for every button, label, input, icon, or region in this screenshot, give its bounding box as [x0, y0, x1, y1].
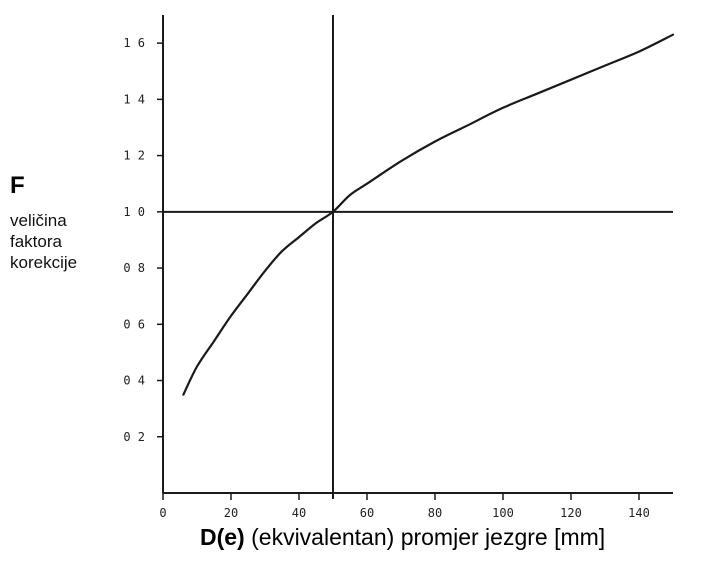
correction-factor-curve — [182, 33, 675, 396]
y-axis-desc-line: veličina — [10, 211, 67, 230]
x-tick-label: 60 — [360, 506, 374, 520]
x-tick-label: 80 — [428, 506, 442, 520]
y-axis-desc-line: faktora — [10, 232, 62, 251]
x-tick-label: 0 — [159, 506, 166, 520]
x-axis-label: D(e) (ekvivalentan) promjer jezgre [mm] — [200, 524, 605, 551]
x-tick-label: 140 — [628, 506, 650, 520]
y-axis-desc-line: korekcije — [10, 253, 78, 272]
reference-lines — [163, 15, 673, 499]
y-tick-label: 0 2 — [123, 430, 145, 444]
x-axis-text: (ekvivalentan) promjer jezgre [mm] — [244, 524, 606, 550]
y-tick-label: 1 2 — [123, 149, 145, 163]
y-tick-label: 1 0 — [123, 205, 145, 219]
y-axis-symbol: F — [10, 172, 25, 199]
y-axis-description: veličina faktora korekcije — [10, 210, 77, 273]
y-ticks: 0 2 0 4 0 6 0 8 1 0 1 2 1 4 1 6 — [123, 36, 163, 444]
x-tick-label: 100 — [492, 506, 514, 520]
x-tick-label: 20 — [224, 506, 238, 520]
x-ticks: 0 20 40 60 80 100 120 140 — [159, 493, 650, 520]
y-tick-label: 0 6 — [123, 317, 145, 331]
axes — [162, 15, 673, 494]
y-tick-label: 1 6 — [123, 36, 145, 50]
y-tick-label: 1 4 — [123, 92, 145, 106]
y-tick-label: 0 4 — [123, 374, 145, 388]
x-axis-symbol: D(e) — [200, 524, 245, 550]
x-tick-label: 120 — [560, 506, 582, 520]
x-tick-label: 40 — [292, 506, 306, 520]
y-tick-label: 0 8 — [123, 261, 145, 275]
series-group — [182, 33, 675, 396]
